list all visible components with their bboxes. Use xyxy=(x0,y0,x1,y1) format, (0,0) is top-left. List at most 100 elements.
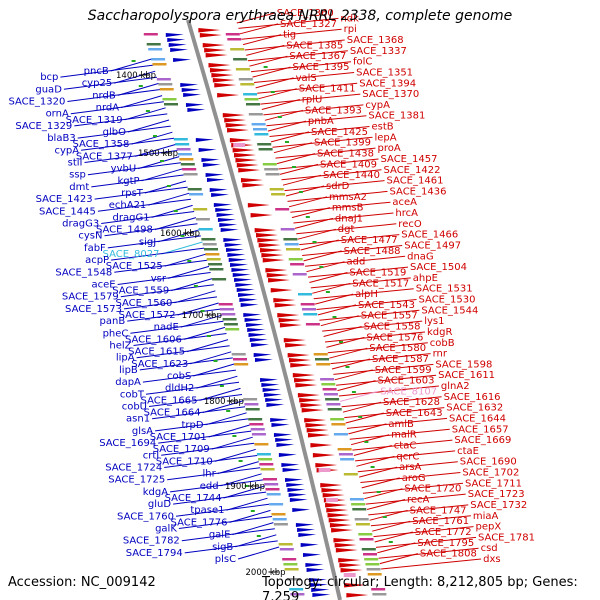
gene-label[interactable]: lipB xyxy=(119,365,138,376)
gene-label[interactable]: SACE_1710 xyxy=(156,456,213,467)
gene-label[interactable]: SACE_1761 xyxy=(412,516,469,527)
gene-label[interactable]: SACE_1531 xyxy=(416,284,473,295)
gene-label[interactable]: SACE_1760 xyxy=(117,511,174,522)
gene-label[interactable]: csd xyxy=(481,543,498,554)
gene-label[interactable]: blaB3 xyxy=(47,133,75,144)
gene-label[interactable]: SACE_1632 xyxy=(446,403,503,414)
gene-label[interactable]: vsr xyxy=(151,273,167,284)
gene-label[interactable]: echA21 xyxy=(109,200,147,211)
gene-label[interactable]: recO xyxy=(398,219,422,230)
gene-label[interactable]: dapA xyxy=(115,377,141,388)
gene-label[interactable]: pepX xyxy=(476,522,502,533)
gene-label[interactable]: add xyxy=(347,257,366,268)
gene-label[interactable]: glbO xyxy=(103,127,126,138)
gene-label[interactable]: SACE_1377 xyxy=(76,151,133,162)
gene-label[interactable]: acpP xyxy=(85,255,109,266)
gene-label[interactable]: SACE_1580 xyxy=(369,343,426,354)
gene-label[interactable]: nadE xyxy=(154,322,179,333)
gene-label[interactable]: SACE_1611 xyxy=(438,370,495,381)
gene-label[interactable]: guaD xyxy=(35,84,62,95)
gene-label[interactable]: crtI xyxy=(143,450,159,461)
gene-label[interactable]: lepA xyxy=(375,132,397,143)
gene-label[interactable]: SACE_1395 xyxy=(293,62,350,73)
gene-label[interactable]: cypA xyxy=(365,100,390,111)
gene-label[interactable]: SACE_1519 xyxy=(349,268,406,279)
gene-label[interactable]: SACE_1358 xyxy=(72,139,129,150)
gene-label[interactable]: edd xyxy=(200,481,219,492)
gene-label[interactable]: SACE_1436 xyxy=(390,186,447,197)
gene-label[interactable]: SACE_1665 xyxy=(141,395,198,406)
gene-label[interactable]: glsA xyxy=(132,426,153,437)
gene-label[interactable]: SACE_1409 xyxy=(320,159,377,170)
gene-label[interactable]: SACE_1669 xyxy=(454,435,511,446)
gene-label[interactable]: SACE_1643 xyxy=(386,408,443,419)
gene-label[interactable]: dnaJ1 xyxy=(335,213,363,224)
gene-label[interactable]: SACE_1560 xyxy=(115,298,172,309)
gene-label[interactable]: SACE_1368 xyxy=(347,35,404,46)
gene-label[interactable]: rpsT xyxy=(121,188,144,199)
gene-label[interactable]: ssp xyxy=(69,170,86,181)
gene-label[interactable]: panB xyxy=(100,316,126,327)
gene-label[interactable]: SACE_1690 xyxy=(460,457,517,468)
gene-label[interactable]: valS xyxy=(296,73,317,84)
gene-label[interactable]: SACE_1329 xyxy=(15,121,72,132)
gene-label[interactable]: SACE_1525 xyxy=(106,261,163,272)
gene-label[interactable]: SACE_1795 xyxy=(417,538,474,549)
gene-label[interactable]: SACE_1702 xyxy=(462,468,519,479)
gene-label[interactable]: SACE_1319 xyxy=(66,115,123,126)
gene-label[interactable]: ndk xyxy=(340,13,359,24)
gene-label[interactable]: SACE_1808 xyxy=(420,549,477,560)
gene-label[interactable]: SACE_1747 xyxy=(410,505,467,516)
gene-label[interactable]: plsC xyxy=(215,554,236,565)
gene-label[interactable]: SACE_1327 xyxy=(280,19,337,30)
gene-label[interactable]: lys1 xyxy=(424,316,444,327)
gene-label[interactable]: kdgA xyxy=(143,487,168,498)
gene-label[interactable]: rplU xyxy=(302,95,323,106)
gene-label[interactable]: SACE_1548 xyxy=(55,267,112,278)
gene-label[interactable]: SACE_1544 xyxy=(421,305,478,316)
gene-label[interactable]: SACE_1399 xyxy=(314,138,371,149)
gene-label[interactable]: SACE_1657 xyxy=(452,424,509,435)
gene-label[interactable]: SACE_1694 xyxy=(99,438,156,449)
gene-label[interactable]: malR xyxy=(391,430,417,441)
gene-label[interactable]: SACE_1664 xyxy=(144,408,201,419)
gene-label[interactable]: mmsA2 xyxy=(329,192,367,203)
gene-label[interactable]: SACE_1425 xyxy=(311,127,368,138)
gene-label[interactable]: SACE_1573 xyxy=(65,304,122,315)
gene-label[interactable]: SACE_1711 xyxy=(465,478,522,489)
gene-label[interactable]: ornA xyxy=(46,109,69,120)
gene-label[interactable]: rnr xyxy=(433,349,448,360)
gene-label[interactable]: alpH xyxy=(355,289,378,300)
gene-label[interactable]: glnA2 xyxy=(441,381,470,392)
gene-label[interactable]: SACE_1337 xyxy=(350,46,407,57)
gene-label[interactable]: amlB xyxy=(388,419,414,430)
gene-label[interactable]: arsA xyxy=(399,462,421,473)
gene-label[interactable]: SACE_1461 xyxy=(387,176,444,187)
gene-label[interactable]: SACE_1423 xyxy=(36,194,93,205)
gene-label[interactable]: SACE_1393 xyxy=(305,105,362,116)
gene-label[interactable]: estB xyxy=(372,122,394,133)
gene-label[interactable]: SACE_1466 xyxy=(401,230,458,241)
gene-label[interactable]: SACE_8027 xyxy=(103,249,160,260)
gene-label[interactable]: SACE_1587 xyxy=(372,354,429,365)
gene-label[interactable]: dragG1 xyxy=(113,212,150,223)
gene-label[interactable]: SACE_1606 xyxy=(125,334,182,345)
gene-label[interactable]: SACE_1794 xyxy=(126,548,183,559)
gene-label[interactable]: trpD xyxy=(182,420,204,431)
gene-label[interactable]: qcrC xyxy=(396,451,419,462)
gene-label[interactable]: helZ xyxy=(109,341,131,352)
gene-label[interactable]: folC xyxy=(353,57,372,68)
gene-label[interactable]: galE xyxy=(209,530,231,541)
gene-label[interactable]: SACE_1603 xyxy=(378,376,435,387)
gene-label[interactable]: SACE_1411 xyxy=(299,84,356,95)
gene-label[interactable]: ctaE xyxy=(457,446,479,457)
gene-label[interactable]: galK xyxy=(155,524,177,535)
gene-label[interactable]: SACE_1543 xyxy=(358,300,415,311)
gene-label[interactable]: SACE_1367 xyxy=(289,51,346,62)
gene-label[interactable]: SACE_1709 xyxy=(153,444,210,455)
gene-label[interactable]: SACE_1724 xyxy=(105,463,162,474)
gene-label[interactable]: SACE_1615 xyxy=(128,347,185,358)
gene-label[interactable]: SACE_1644 xyxy=(449,413,506,424)
gene-label[interactable]: SACE_1723 xyxy=(468,489,525,500)
gene-label[interactable]: SACE_1558 xyxy=(364,322,421,333)
